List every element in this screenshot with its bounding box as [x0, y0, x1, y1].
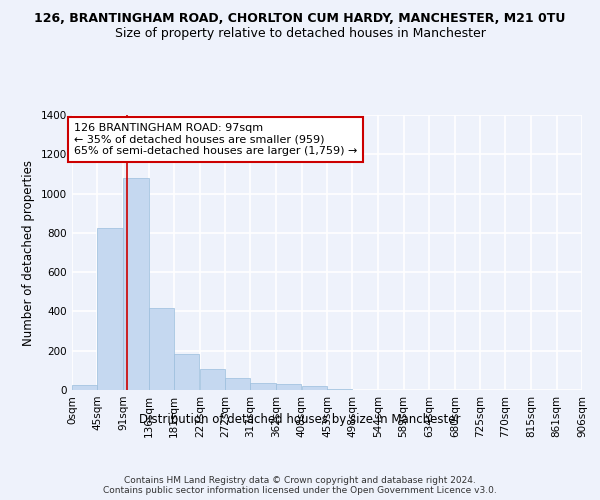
- Bar: [72, 385, 97, 390]
- Bar: [97, 228, 122, 390]
- Text: Contains HM Land Registry data © Crown copyright and database right 2024.
Contai: Contains HM Land Registry data © Crown c…: [103, 476, 497, 495]
- Bar: [276, 384, 301, 390]
- Y-axis label: Number of detached properties: Number of detached properties: [22, 160, 35, 346]
- Bar: [250, 382, 276, 390]
- Bar: [327, 389, 352, 390]
- Bar: [200, 370, 225, 390]
- Text: 126, BRANTINGHAM ROAD, CHORLTON CUM HARDY, MANCHESTER, M21 0TU: 126, BRANTINGHAM ROAD, CHORLTON CUM HARD…: [34, 12, 566, 26]
- Bar: [149, 308, 174, 390]
- Text: Size of property relative to detached houses in Manchester: Size of property relative to detached ho…: [115, 28, 485, 40]
- Bar: [123, 178, 149, 390]
- Bar: [225, 378, 250, 390]
- Text: Distribution of detached houses by size in Manchester: Distribution of detached houses by size …: [139, 412, 461, 426]
- Bar: [174, 354, 199, 390]
- Bar: [302, 386, 327, 390]
- Text: 126 BRANTINGHAM ROAD: 97sqm
← 35% of detached houses are smaller (959)
65% of se: 126 BRANTINGHAM ROAD: 97sqm ← 35% of det…: [74, 123, 357, 156]
